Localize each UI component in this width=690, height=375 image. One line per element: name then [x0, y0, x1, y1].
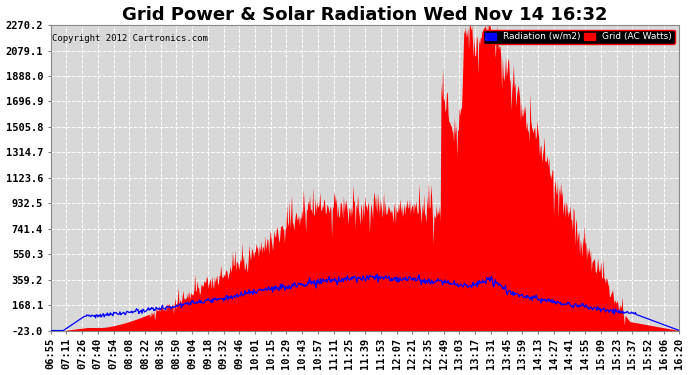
Text: Copyright 2012 Cartronics.com: Copyright 2012 Cartronics.com	[52, 34, 208, 43]
Legend: Radiation (w/m2), Grid (AC Watts): Radiation (w/m2), Grid (AC Watts)	[482, 30, 675, 44]
Title: Grid Power & Solar Radiation Wed Nov 14 16:32: Grid Power & Solar Radiation Wed Nov 14 …	[122, 6, 608, 24]
